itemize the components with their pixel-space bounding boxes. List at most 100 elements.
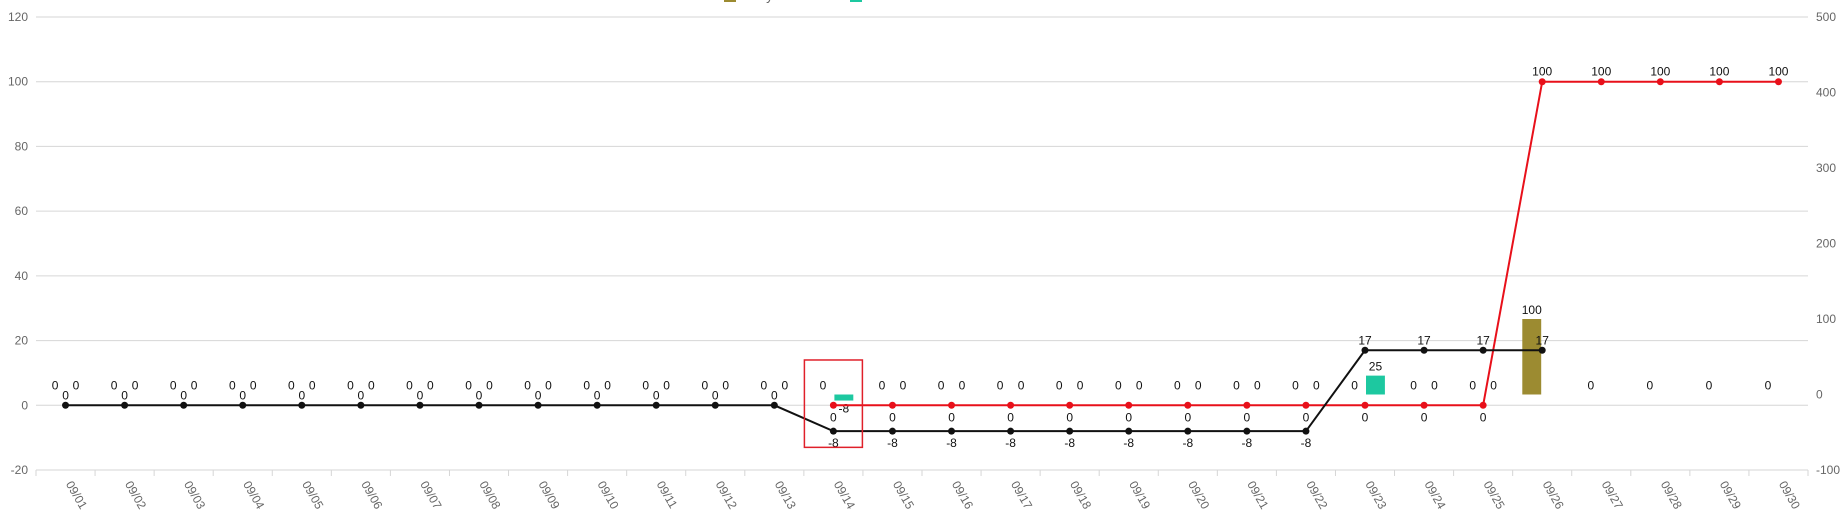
actual-bar-label: 0 — [1077, 379, 1084, 393]
x-tick-label: 09/10 — [595, 479, 622, 512]
y-right-tick-label: 300 — [1816, 161, 1836, 175]
ptl-actual-point — [770, 401, 778, 409]
y-right-tick-label: 0 — [1816, 388, 1823, 402]
ptl-plan-label: 0 — [830, 410, 837, 424]
plan-bar-label: 0 — [583, 379, 590, 393]
ptl-actual-point — [1184, 427, 1192, 435]
y-right-tick-label: 200 — [1816, 237, 1836, 251]
actual-bar-label: 0 — [73, 379, 80, 393]
ptl-actual-label: 17 — [1358, 333, 1372, 347]
x-tick-label: 09/23 — [1362, 479, 1389, 512]
x-tick-label: 09/06 — [358, 479, 385, 512]
ptl-actual-point — [1066, 427, 1074, 435]
ptl-actual-label: 0 — [417, 388, 424, 402]
ptl-actual-label: 0 — [121, 388, 128, 402]
ptl-plan-point — [1538, 78, 1546, 86]
y-left-tick-label: -20 — [11, 463, 29, 477]
legend-swatch — [724, 0, 736, 2]
ptl-plan-point — [888, 401, 896, 409]
y-right-tick-label: -100 — [1816, 463, 1840, 477]
ptl-actual-point — [1361, 346, 1369, 354]
ptl-actual-label: 17 — [1417, 333, 1431, 347]
y-left-tick-label: 40 — [15, 269, 29, 283]
ptl-actual-point — [475, 401, 483, 409]
x-tick-label: 09/19 — [1126, 479, 1153, 512]
ptl-actual-point — [1125, 427, 1133, 435]
plan-bar-label: 0 — [347, 379, 354, 393]
actual-bar-label: 0 — [1195, 379, 1202, 393]
y-left-tick-label: 0 — [21, 398, 28, 412]
ptl-plan-label: 100 — [1709, 65, 1729, 79]
actual-bar-label: 0 — [309, 379, 316, 393]
ptl-plan-label: 0 — [1480, 410, 1487, 424]
x-tick-label: 09/13 — [772, 479, 799, 512]
ptl-actual-point — [711, 401, 719, 409]
x-tick-label: 09/20 — [1185, 479, 1212, 512]
ptl-actual-label: 17 — [1476, 333, 1490, 347]
ptl-plan-label: 0 — [1125, 410, 1132, 424]
actual-bar-label: 0 — [545, 379, 552, 393]
ptl-actual-point — [1302, 427, 1310, 435]
ptl-actual-point — [239, 401, 247, 409]
plan-bar-label: 0 — [1469, 379, 1476, 393]
ptl-actual-label: 0 — [62, 388, 69, 402]
plan-bar-label: 0 — [1765, 379, 1772, 393]
ptl-actual-point — [1538, 346, 1546, 354]
ptl-plan-label: 100 — [1532, 65, 1552, 79]
actual-bar — [1366, 375, 1385, 395]
plan-bar-label: 0 — [1706, 379, 1713, 393]
ptl-plan-point — [1656, 78, 1664, 86]
ptl-actual-point — [534, 401, 542, 409]
ptl-plan-point — [1420, 401, 1428, 409]
x-tick-label: 09/14 — [831, 479, 858, 512]
x-tick-label: 09/26 — [1540, 479, 1567, 512]
actual-bar-label: 0 — [1490, 379, 1497, 393]
y-left-tick-label: 80 — [15, 139, 29, 153]
x-tick-label: 09/03 — [181, 479, 208, 512]
plan-bar — [1522, 319, 1542, 395]
plan-bar-label: 0 — [170, 379, 177, 393]
ptl-plan-label: 100 — [1650, 65, 1670, 79]
ptl-actual-label: 0 — [239, 388, 246, 402]
plan-bar-label: 0 — [406, 379, 413, 393]
x-tick-label: 09/17 — [1008, 479, 1035, 512]
x-tick-label: 09/28 — [1658, 479, 1685, 512]
plan-bar-label: 0 — [1410, 379, 1417, 393]
ptl-actual-point — [180, 401, 188, 409]
plan-bar-label: 0 — [229, 379, 236, 393]
ptl-plan-point — [1302, 401, 1310, 409]
actual-bar-label: 0 — [132, 379, 139, 393]
plan-bar-label: 0 — [938, 379, 945, 393]
ptl-plan-point — [1715, 78, 1723, 86]
actual-bar-label: 0 — [486, 379, 493, 393]
actual-bar-label: 0 — [1018, 379, 1025, 393]
plan-bar-label: 0 — [1115, 379, 1122, 393]
plan-bar-label: 0 — [1292, 379, 1299, 393]
ptl-actual-label: -8 — [1242, 436, 1253, 450]
ptl-actual-point — [357, 401, 365, 409]
ptl-actual-point — [1007, 427, 1015, 435]
plan-bar-label: 0 — [1233, 379, 1240, 393]
actual-bar — [834, 394, 854, 401]
ptl-plan-label: 0 — [1421, 410, 1428, 424]
plan-bar-label: 0 — [1174, 379, 1181, 393]
x-tick-label: 09/09 — [535, 479, 562, 512]
actual-bar-label: 0 — [250, 379, 257, 393]
ptl-actual-label: -8 — [946, 436, 957, 450]
ptl-plan-point — [1184, 401, 1192, 409]
ptl-actual-point — [1479, 346, 1487, 354]
ptl-plan-label: 0 — [1066, 410, 1073, 424]
legend-label: PTL Actual — [1043, 0, 1110, 3]
x-tick-label: 09/08 — [476, 479, 503, 512]
actual-bar-label: 25 — [1369, 360, 1383, 374]
actual-bar-label: 0 — [427, 379, 434, 393]
ptl-plan-point — [1243, 401, 1251, 409]
actual-bar-label: 0 — [722, 379, 729, 393]
ptl-plan-point — [829, 401, 837, 409]
ptl-plan-line — [833, 80, 1779, 407]
ptl-plan-point — [1597, 78, 1605, 86]
plan-bar-label: 0 — [1587, 379, 1594, 393]
y-right-tick-label: 100 — [1816, 312, 1836, 326]
x-tick-label: 09/18 — [1067, 479, 1094, 512]
ptl-actual-label: 0 — [771, 388, 778, 402]
